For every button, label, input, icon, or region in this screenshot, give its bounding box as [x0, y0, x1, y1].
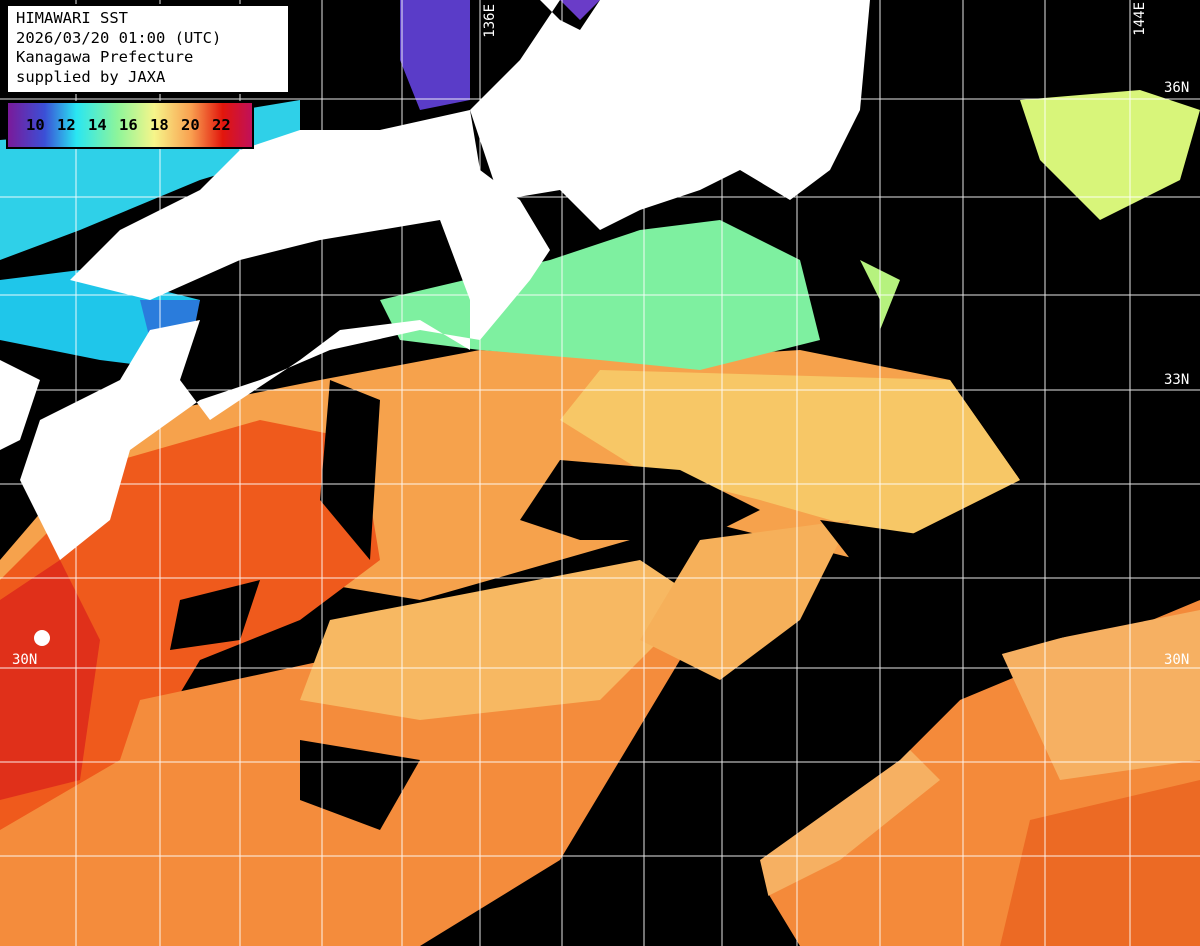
lon-label-144e: 144E: [1132, 2, 1148, 36]
lat-label-33n: 33N: [1164, 372, 1190, 388]
map-region: Kanagawa Prefecture: [16, 48, 194, 66]
lat-label-30n-east: 30N: [1164, 652, 1190, 668]
title-box: HIMAWARI SST 2026/03/20 01:00 (UTC) Kana…: [6, 4, 290, 94]
legend-tick: 14: [88, 116, 107, 134]
legend-tick: 12: [57, 116, 76, 134]
color-legend: 10 12 14 16 18 20 22: [6, 101, 254, 149]
lon-label-136e: 136E: [482, 4, 498, 38]
legend-tick: 10: [26, 116, 45, 134]
legend-tick: 20: [181, 116, 200, 134]
lat-label-36n: 36N: [1164, 80, 1190, 96]
map-datetime: 2026/03/20 01:00 (UTC): [16, 28, 222, 47]
legend-tick: 16: [119, 116, 138, 134]
legend-tick: 22: [212, 116, 231, 134]
legend-tick: 18: [150, 116, 169, 134]
land: [0, 0, 870, 646]
lat-label-30n-west: 30N: [12, 652, 38, 668]
map-title: HIMAWARI SST: [16, 9, 128, 27]
map-credit: supplied by JAXA: [16, 67, 166, 86]
